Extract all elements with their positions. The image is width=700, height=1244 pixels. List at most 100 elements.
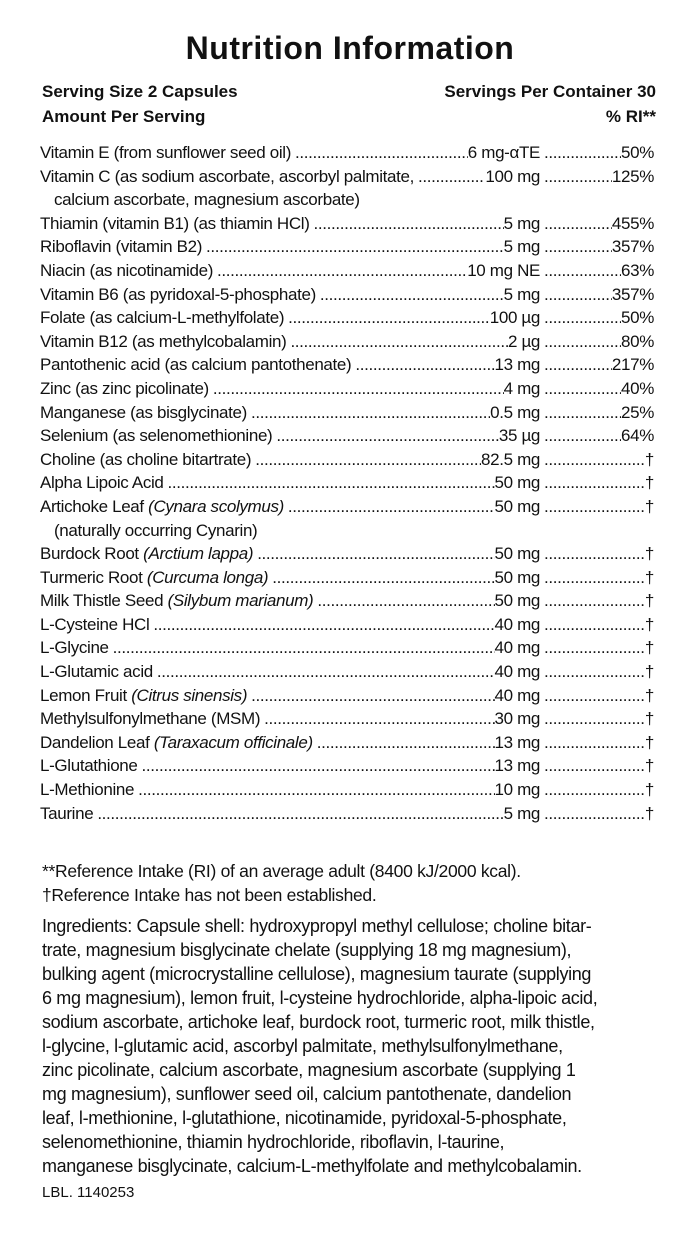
nutrient-ri: 125% [611,166,654,186]
dot-leader [540,212,612,236]
nutrient-name: Niacin (as nicotinamide) [40,260,214,280]
nutrient-ri: † [644,638,654,658]
dot-leader [316,283,504,307]
nutrient-ri: 50% [621,308,654,328]
nutrient-amount: 5 mg [503,237,540,257]
nutrient-name: Vitamin B12 (as methylcobalamin) [40,331,287,351]
nutrient-amount: 13 mg [494,355,541,375]
ingredients-line: 6 mg magnesium), lemon fruit, l-cysteine… [42,988,598,1008]
ingredients-line: sodium ascorbate, artichoke leaf, burdoc… [42,1012,595,1032]
nutrient-row: Vitamin B6 (as pyridoxal-5-phosphate) 5 m… [40,283,654,307]
nutrient-row: Manganese (as bisglycinate) 0.5 mg 25% [40,401,654,425]
ingredients-line: leaf, l-methionine, l-glutathione, nicot… [42,1108,567,1128]
footnote-dagger: †Reference Intake has not been establish… [42,885,377,905]
nutrient-row: Milk Thistle Seed (Silybum marianum) 50 m… [40,589,654,613]
latin-name: (Cynara scolymus) [148,496,284,516]
dot-leader [247,401,490,425]
nutrient-ri: 40% [621,378,654,398]
nutrient-ri: † [644,709,654,729]
ingredients-line: l-glycine, l-glutamic acid, ascorbyl pal… [42,1036,563,1056]
nutrient-ri: † [644,496,654,516]
nutrient-amount: 50 mg [494,591,541,611]
nutrient-amount: 2 µg [507,331,540,351]
nutrient-row: L-Glycine 40 mg † [40,636,654,660]
nutrient-name: Zinc (as zinc picolinate) [40,378,209,398]
nutrient-table: Vitamin E (from sunflower seed oil) 6 mg-… [40,141,654,825]
nutrient-amount: 82.5 mg [481,449,540,469]
nutrient-name: L-Cysteine HCl [40,614,150,634]
dot-leader [540,566,645,590]
nutrient-ri: † [644,591,654,611]
nutrient-ri: † [644,544,654,564]
nutrient-amount: 10 mg NE [467,260,540,280]
latin-name: (Arctium lappa) [143,544,254,564]
nutrient-amount: 30 mg [494,709,541,729]
dot-leader [268,566,494,590]
dot-leader [540,330,621,354]
nutrient-amount: 50 mg [494,544,541,564]
label-code: LBL. 1140253 [42,1184,135,1201]
nutrient-ri: 357% [611,237,654,257]
dot-leader [286,330,508,354]
nutrient-row: Zinc (as zinc picolinate) 4 mg 40% [40,377,654,401]
latin-name: (Taraxacum officinale) [153,732,313,752]
dot-leader [540,802,645,826]
dot-leader [284,495,495,519]
nutrient-row: L-Methionine 10 mg † [40,778,654,802]
nutrient-row: L-Glutathione 13 mg † [40,754,654,778]
nutrient-ri: † [644,662,654,682]
dot-leader [540,141,621,165]
latin-name: (Curcuma longa) [146,567,269,587]
nutrient-name: Pantothenic acid (as calcium pantothenat… [40,355,352,375]
nutrient-row: Pantothenic acid (as calcium pantothenat… [40,353,654,377]
nutrient-name: Selenium (as selenomethionine) [40,426,273,446]
nutrient-row: Dandelion Leaf (Taraxacum officinale) 13 … [40,731,654,755]
dot-leader [540,754,645,778]
dot-leader [138,754,495,778]
nutrient-amount: 0.5 mg [490,402,540,422]
dot-leader [540,448,645,472]
nutrient-amount: 5 mg [503,213,540,233]
nutrient-row: Alpha Lipoic Acid 50 mg † [40,471,654,495]
nutrient-row: Burdock Root (Arctium lappa) 50 mg † [40,542,654,566]
nutrient-ri: † [644,732,654,752]
ingredients-line: mg magnesium), sunflower seed oil, calci… [42,1084,572,1104]
nutrient-amount: 40 mg [494,662,541,682]
nutrient-name: Choline (as choline bitartrate) [40,449,252,469]
servings-per-container: Servings Per Container 30 [444,82,656,101]
nutrient-row-continuation: calcium ascorbate, magnesium ascorbate) [54,190,360,210]
nutrient-row: Turmeric Root (Curcuma longa) 50 mg † [40,566,654,590]
dot-leader [272,424,499,448]
nutrient-name: Lemon Fruit (Citrus sinensis) [40,685,248,705]
nutrient-amount: 40 mg [494,614,541,634]
dot-leader [540,613,645,637]
serving-header: Serving Size 2 Capsules Servings Per Con… [42,82,656,102]
nutrient-name: L-Methionine [40,780,135,800]
nutrient-row: Niacin (as nicotinamide) 10 mg NE 63% [40,259,654,283]
nutrient-name: Vitamin B6 (as pyridoxal-5-phosphate) [40,284,316,304]
nutrient-row: Lemon Fruit (Citrus sinensis) 40 mg † [40,684,654,708]
nutrient-name: Vitamin C (as sodium ascorbate, ascorbyl… [40,166,414,186]
nutrient-row: Methylsulfonylmethane (MSM) 30 mg † [40,707,654,731]
dot-leader [540,660,645,684]
nutrient-ri: 25% [621,402,654,422]
nutrient-amount: 13 mg [494,756,541,776]
dot-leader [414,165,485,189]
nutrient-name: Riboflavin (vitamin B2) [40,237,203,257]
dot-leader [284,306,490,330]
ingredients-line: selenomethionine, thiamin hydrochloride,… [42,1132,505,1152]
nutrient-amount: 10 mg [494,780,541,800]
dot-leader [540,778,645,802]
ingredients: Ingredients: Capsule shell: hydroxypropy… [42,914,598,1178]
dot-leader [260,707,494,731]
dot-leader [540,377,621,401]
nutrient-amount: 100 µg [489,308,540,328]
nutrient-amount: 50 mg [494,496,541,516]
ingredients-line: zinc picolinate, calcium ascorbate, magn… [42,1060,576,1080]
footnote-ri: **Reference Intake (RI) of an average ad… [42,861,521,881]
amount-header: Amount Per Serving % RI** [42,107,656,127]
dot-leader [134,778,494,802]
nutrient-name: Methylsulfonylmethane (MSM) [40,709,261,729]
nutrient-ri: † [644,756,654,776]
nutrient-row-continuation: (naturally occurring Cynarin) [54,520,258,540]
